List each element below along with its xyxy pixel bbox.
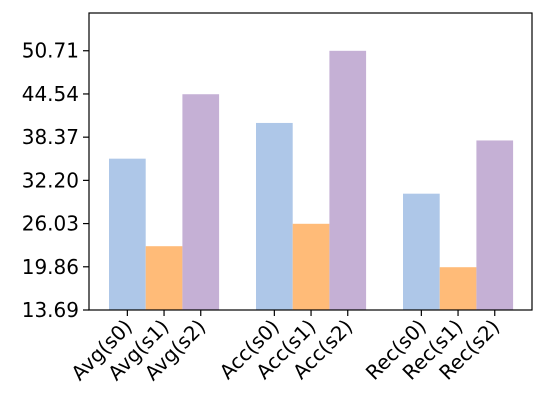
bar-avg-s1	[145, 246, 183, 310]
y-tick-label: 19.86	[22, 255, 79, 279]
bar-acc-s2	[329, 50, 367, 310]
plot-frame	[88, 12, 533, 311]
x-axis: Avg(s0)Avg(s1)Avg(s2) Acc(s0)Acc(s1)Acc(s…	[66, 310, 504, 385]
bar-rec-s0	[403, 193, 440, 310]
bar-rec-s2	[476, 140, 514, 310]
bar-avg-s0	[109, 158, 146, 310]
bar-acc-s0	[256, 122, 293, 311]
bar-rec-s1	[439, 267, 477, 310]
bar-acc-s1	[292, 223, 330, 310]
y-axis: 13.69 19.86 26.03 32.20 38.37 44.54 50.71	[22, 39, 89, 322]
y-tick-label: 32.20	[22, 168, 79, 192]
y-tick-label: 44.54	[22, 82, 79, 106]
y-tick-label: 26.03	[22, 212, 79, 236]
y-tick-label: 50.71	[22, 39, 79, 63]
y-tick-label: 13.69	[22, 298, 79, 322]
bar-avg-s2	[182, 94, 220, 310]
bars-group	[109, 50, 514, 311]
y-tick-label: 38.37	[22, 125, 79, 149]
